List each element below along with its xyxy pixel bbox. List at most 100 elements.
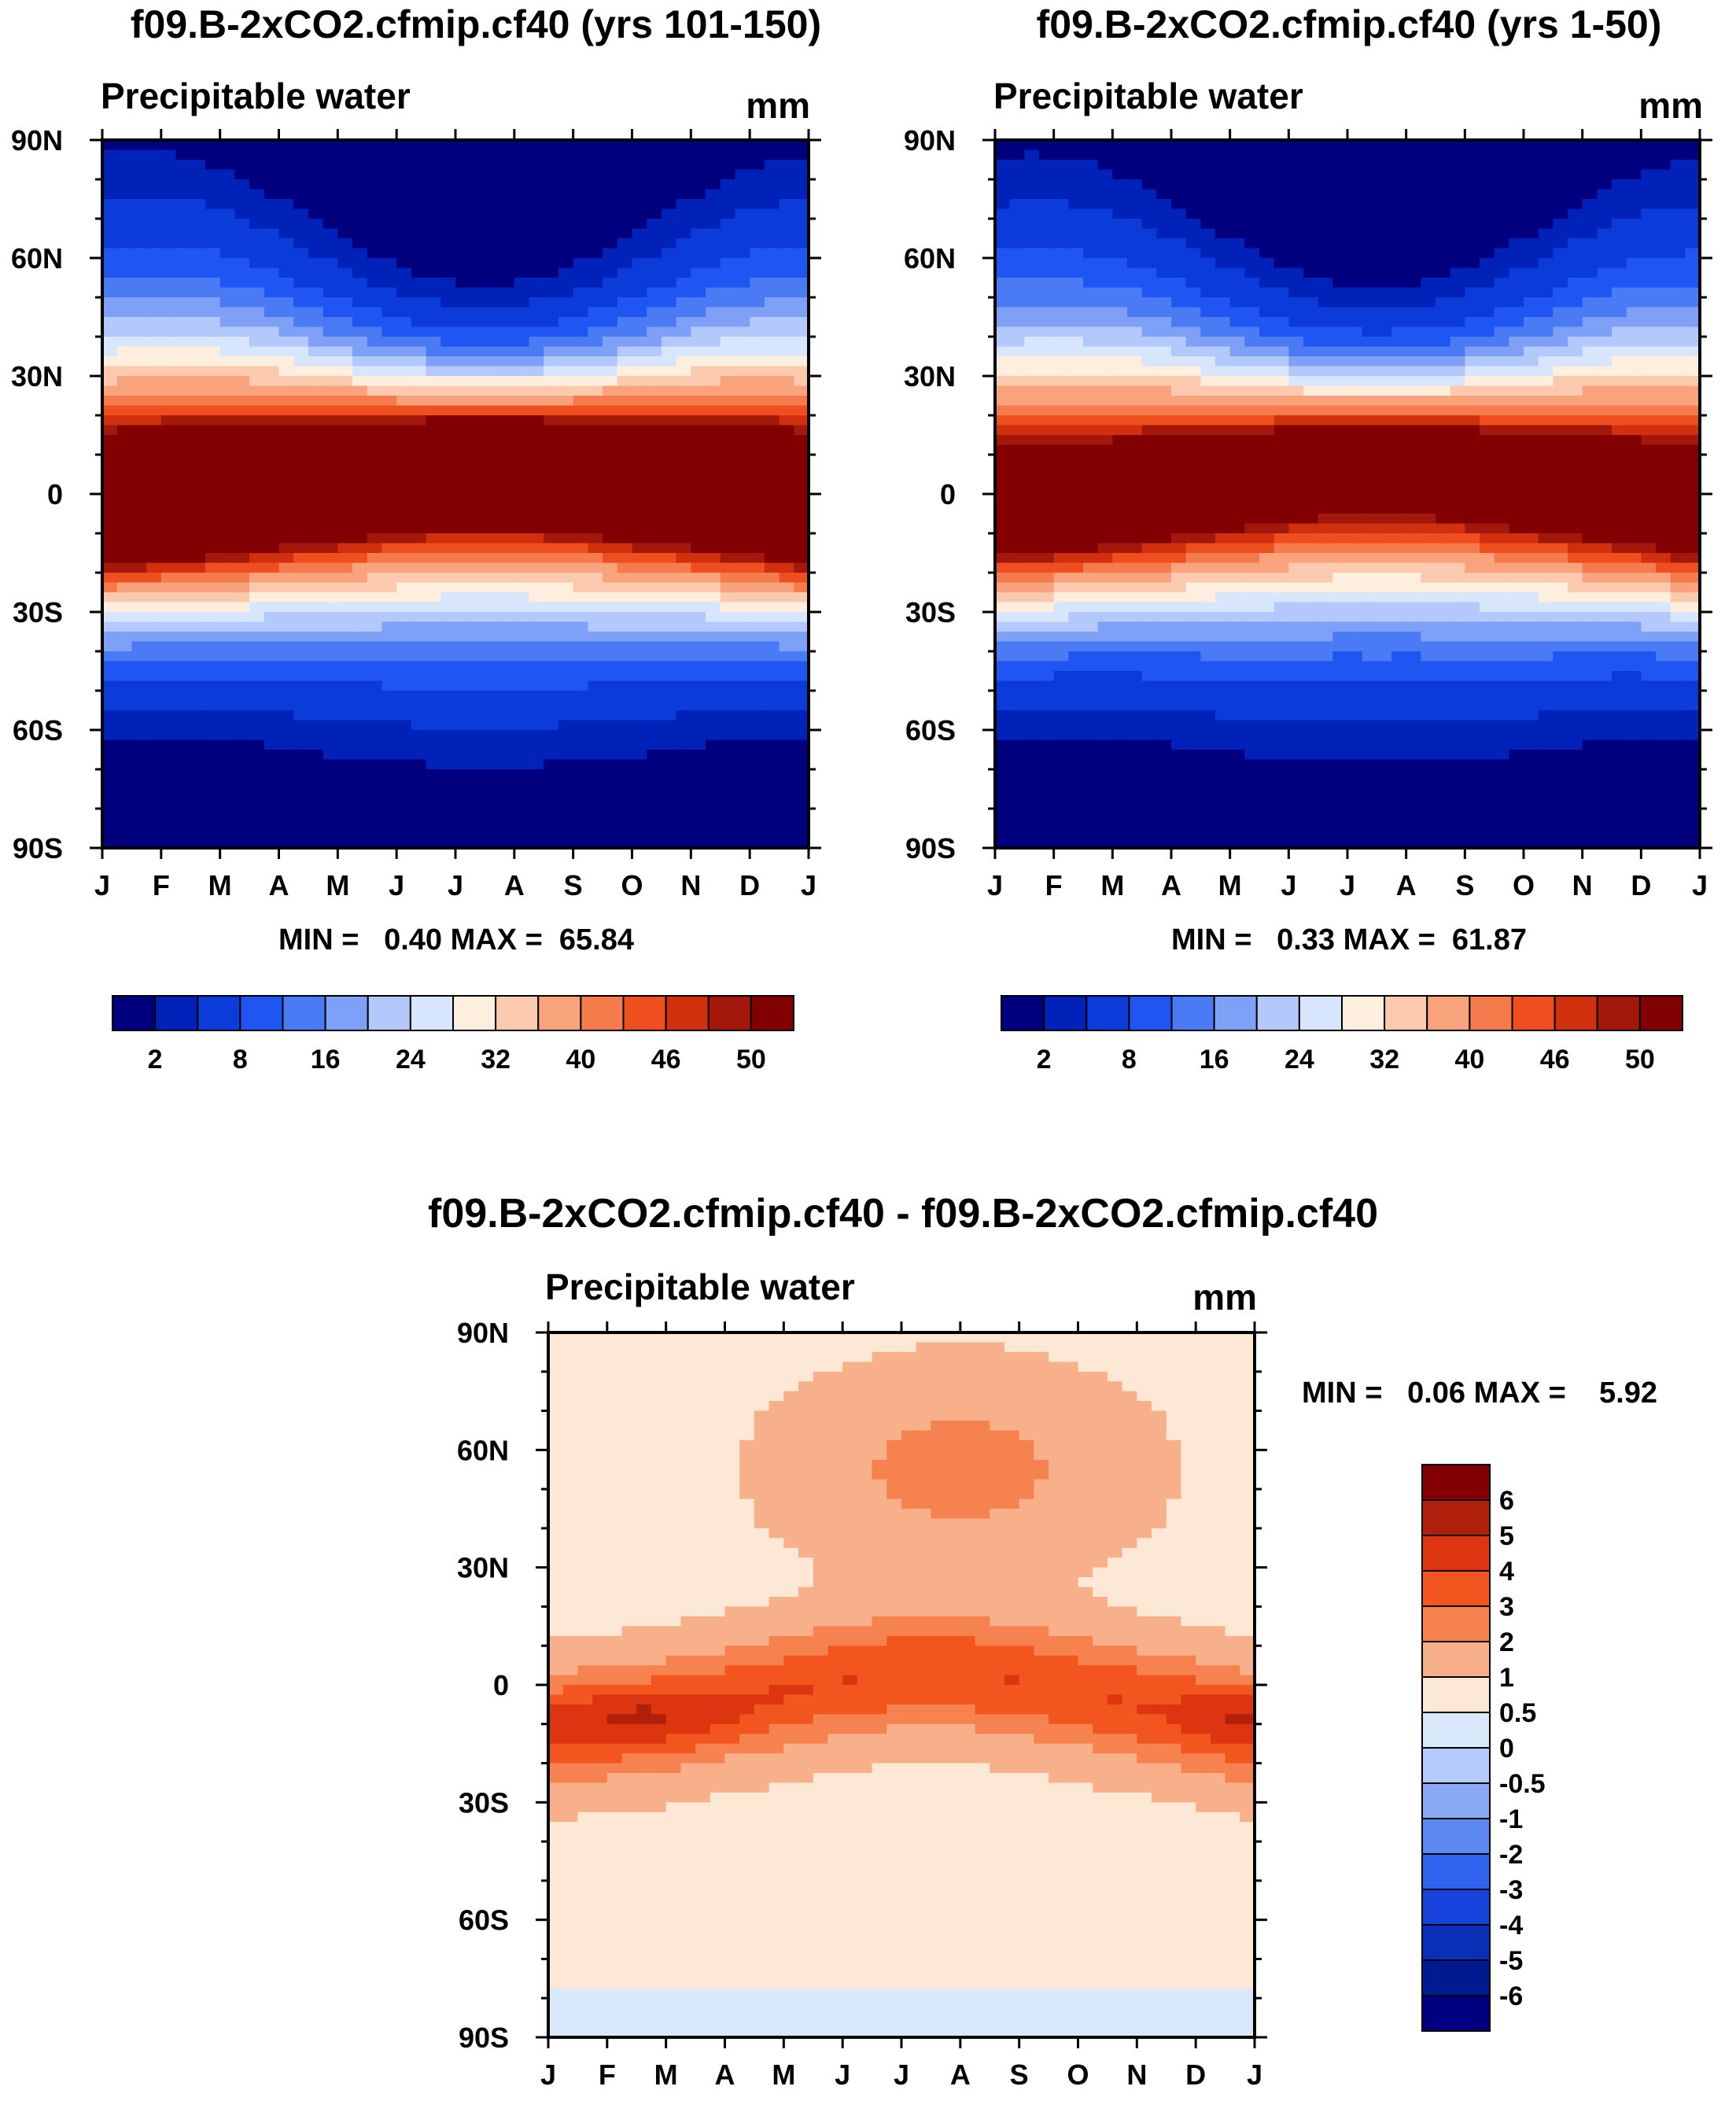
field-cell xyxy=(1171,838,1187,849)
field-cell xyxy=(588,612,603,623)
field-cell xyxy=(588,671,603,682)
field-cell xyxy=(794,602,809,613)
field-cell xyxy=(499,425,515,436)
field-cell xyxy=(544,208,559,219)
field-cell xyxy=(573,366,588,377)
field-cell xyxy=(293,444,309,455)
field-cell xyxy=(293,346,309,357)
field-cell xyxy=(1127,317,1143,328)
field-cell xyxy=(293,809,309,820)
field-cell xyxy=(1156,169,1172,180)
field-cell xyxy=(1068,297,1084,308)
field-cell xyxy=(205,573,221,584)
field-cell xyxy=(1097,523,1113,534)
field-cell xyxy=(1112,484,1128,495)
field-cell xyxy=(1141,514,1157,525)
field-cell xyxy=(1244,208,1260,219)
field-cell xyxy=(647,248,662,259)
field-cell xyxy=(720,278,736,289)
field-cell xyxy=(720,632,736,643)
field-cell xyxy=(995,149,1011,160)
field-cell xyxy=(1185,573,1201,584)
field-cell xyxy=(617,553,633,564)
field-cell xyxy=(720,337,736,348)
field-cell xyxy=(794,514,809,525)
field-cell xyxy=(573,798,588,809)
field-cell xyxy=(573,376,588,387)
field-cell xyxy=(337,317,353,328)
y-tick-label: 60N xyxy=(11,242,63,275)
field-cell xyxy=(1141,267,1157,278)
field-cell xyxy=(764,179,780,190)
field-cell xyxy=(470,474,486,485)
field-cell xyxy=(794,258,809,269)
field-cell xyxy=(293,287,309,298)
field-cell xyxy=(1141,661,1157,672)
field-cell xyxy=(1215,553,1231,564)
field-cell xyxy=(1244,809,1260,820)
field-cell xyxy=(1273,464,1289,475)
field-cell xyxy=(514,543,530,554)
field-cell xyxy=(1259,366,1275,377)
field-cell xyxy=(661,307,677,318)
field-cell xyxy=(1068,356,1084,367)
field-cell xyxy=(661,326,677,337)
field-cell xyxy=(1053,435,1069,446)
field-cell xyxy=(352,366,368,377)
field-cell xyxy=(131,533,147,544)
field-cell xyxy=(455,337,471,348)
field-cell xyxy=(1215,651,1231,662)
field-cell xyxy=(160,818,177,829)
field-cell xyxy=(352,621,368,632)
field-cell xyxy=(794,356,809,367)
field-cell xyxy=(603,297,618,308)
field-cell xyxy=(308,326,324,337)
field-cell xyxy=(455,562,471,573)
field-cell xyxy=(308,779,324,790)
field-cell xyxy=(1024,700,1040,711)
field-cell xyxy=(367,258,383,269)
field-cell xyxy=(779,317,794,328)
field-cell xyxy=(337,405,353,416)
field-cell xyxy=(573,415,588,426)
field-cell xyxy=(485,366,500,377)
field-cell xyxy=(1185,208,1201,219)
field-cell xyxy=(175,739,191,750)
field-cell xyxy=(308,533,324,544)
field-cell xyxy=(470,444,486,455)
field-cell xyxy=(573,484,588,495)
field-cell xyxy=(544,691,559,702)
field-cell xyxy=(234,582,250,593)
field-cell xyxy=(544,179,559,190)
field-cell xyxy=(234,219,250,230)
field-cell xyxy=(323,405,338,416)
field-cell xyxy=(1009,494,1025,505)
field-cell xyxy=(499,267,515,278)
field-cell xyxy=(219,680,235,691)
field-cell xyxy=(1185,828,1201,839)
field-cell xyxy=(1097,464,1113,475)
field-cell xyxy=(234,818,250,829)
field-cell xyxy=(116,248,133,259)
field-cell xyxy=(706,691,721,702)
field-cell xyxy=(750,798,765,809)
field-cell xyxy=(499,455,515,466)
field-cell xyxy=(544,838,559,849)
field-cell xyxy=(426,514,441,525)
field-cell xyxy=(102,278,118,289)
y-tick-label: 90S xyxy=(13,832,63,864)
field-cell xyxy=(175,612,191,623)
field-cell xyxy=(131,779,147,790)
field-cell xyxy=(1097,326,1113,337)
field-cell xyxy=(411,582,427,593)
field-cell xyxy=(426,297,441,308)
field-cell xyxy=(219,385,235,396)
field-cell xyxy=(544,248,559,259)
field-cell xyxy=(308,573,324,584)
field-cell xyxy=(337,828,353,839)
field-cell xyxy=(323,671,338,682)
field-cell xyxy=(264,789,280,800)
field-cell xyxy=(720,494,736,505)
field-cell xyxy=(146,435,162,446)
field-cell xyxy=(249,435,265,446)
